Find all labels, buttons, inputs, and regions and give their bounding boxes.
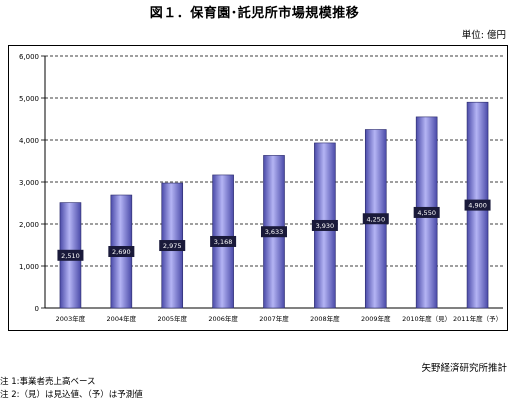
x-tick-label: 2011年度（予）: [453, 314, 502, 323]
footnote-2: 注 2:（見）は見込値、（予）は予測値: [0, 390, 143, 400]
x-tick-label: 2010年度（見）: [402, 314, 451, 323]
y-tick-label: 2,000: [19, 221, 39, 229]
y-tick-label: 6,000: [19, 53, 39, 61]
x-tick-label: 2005年度: [157, 314, 187, 323]
bar-chart: 0 1,000 2,000 3,000 4,000 5,000 6,000 2003年度 200…: [19, 53, 503, 323]
y-tick-label: 3,000: [19, 179, 39, 187]
x-tick-label: 2004年度: [107, 314, 137, 323]
x-tick-label: 2006年度: [208, 314, 238, 323]
source-credit: 矢野経済研究所推計: [421, 363, 507, 374]
bars: [59, 101, 489, 309]
data-label-box: [464, 199, 491, 211]
y-tick-label: 1,000: [19, 263, 39, 271]
data-label-box: [311, 219, 338, 231]
data-label-box: [108, 246, 135, 258]
x-tick-label: 2007年度: [259, 314, 289, 323]
data-label-box: [413, 206, 440, 218]
x-tick-label: 2009年度: [361, 314, 391, 323]
data-label: 3,633: [265, 228, 284, 236]
data-labels: 2,510 2,690 2,975 3,168 3,633 3,930 4,250 4,550…: [57, 199, 491, 261]
chart-title: 図１．保育園･託児所市場規模推移: [149, 6, 360, 21]
x-tick-label: 2003年度: [56, 314, 86, 323]
data-label: 4,900: [468, 202, 487, 210]
data-label-box: [261, 226, 287, 238]
y-tick-label: 4,000: [19, 137, 39, 145]
data-label: 2,510: [61, 252, 80, 260]
data-label: 3,930: [316, 222, 335, 230]
data-label: 2,975: [163, 242, 182, 250]
data-label: 3,168: [214, 238, 233, 246]
unit-label: 単位: 億円: [461, 30, 506, 41]
y-tick-label: 0: [35, 305, 39, 313]
x-tick-label: 2008年度: [310, 314, 340, 323]
data-label-box: [159, 240, 186, 252]
footnote-1: 注 1:事業者売上高ベース: [0, 377, 96, 387]
data-label: 4,550: [417, 209, 436, 217]
y-tick-label: 5,000: [19, 95, 39, 103]
data-label-box: [362, 213, 389, 225]
data-label-box: [210, 235, 237, 247]
data-label-box: [57, 249, 84, 261]
data-label: 4,250: [366, 215, 385, 223]
data-label: 2,690: [112, 248, 131, 256]
chart-frame: 0 1,000 2,000 3,000 4,000 5,000 6,000 2003年度 200…: [8, 45, 508, 331]
